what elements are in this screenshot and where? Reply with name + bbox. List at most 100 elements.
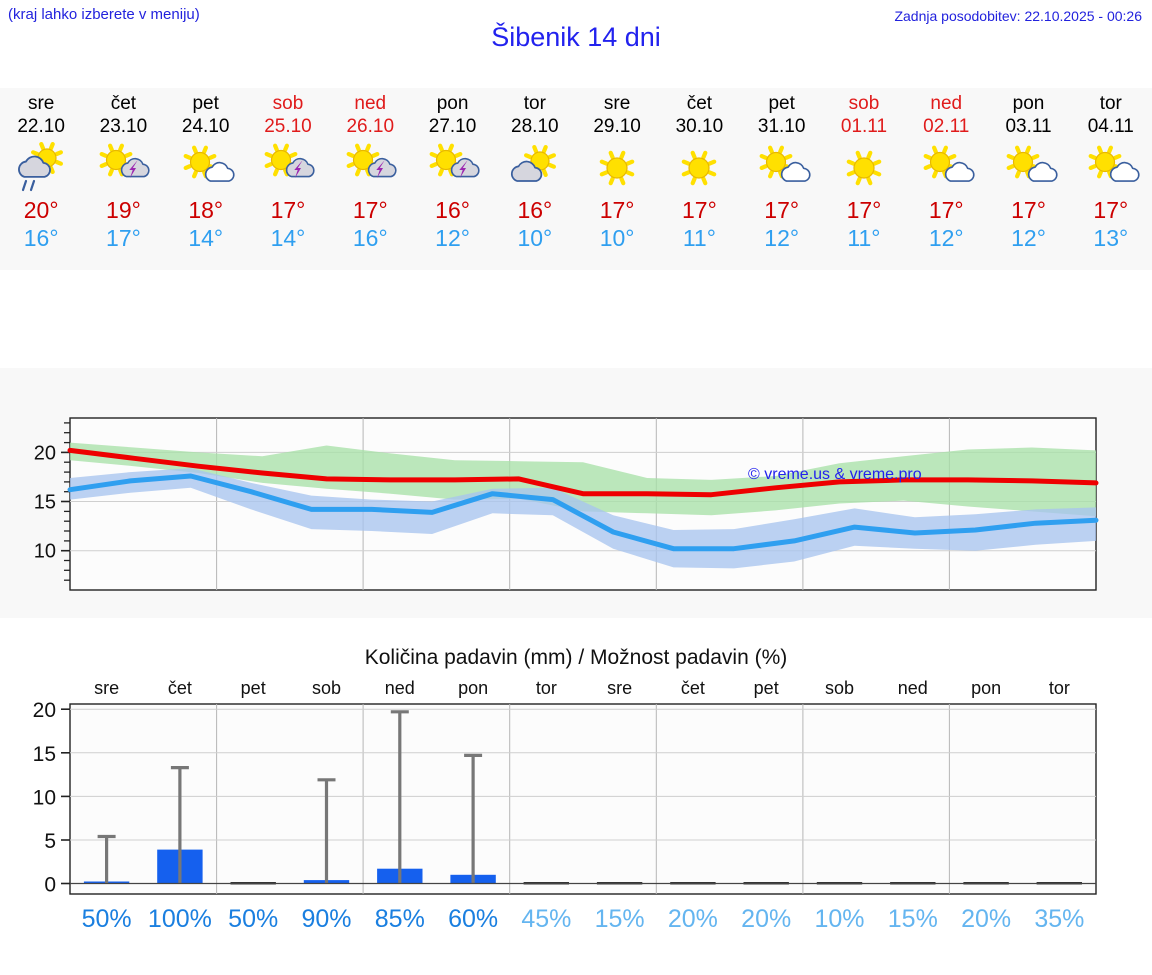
day-date-label: 29.10 — [593, 116, 641, 137]
svg-text:sre: sre — [94, 678, 119, 698]
day-of-week-label: sob — [848, 93, 880, 114]
svg-text:tor: tor — [536, 678, 557, 698]
max-temperature-label: 16° — [435, 197, 470, 223]
daily-forecast-strip: sre 22.10 20° 16° čet 23.10 19° 17° pet 24.10 1… — [0, 88, 1152, 270]
svg-text:ned: ned — [898, 678, 928, 698]
svg-text:tor: tor — [1049, 678, 1070, 698]
svg-text:20%: 20% — [741, 905, 791, 933]
max-temperature-label: 17° — [1093, 197, 1129, 223]
day-of-week-label: pet — [192, 93, 219, 114]
day-of-week-label: čet — [110, 93, 137, 114]
min-temperature-label: 17° — [106, 225, 141, 251]
day-column-01.11[interactable]: sob 01.11 17° 11° — [823, 88, 905, 270]
svg-text:pon: pon — [971, 678, 1001, 698]
last-updated-label: Zadnja posodobitev: 22.10.2025 - 00:26 — [894, 8, 1142, 24]
svg-text:100%: 100% — [148, 905, 212, 933]
cloud-sun-icon — [506, 140, 564, 196]
day-date-label: 26.10 — [346, 116, 395, 137]
day-date-label: 03.11 — [1005, 116, 1052, 137]
svg-text:10%: 10% — [814, 905, 864, 933]
max-temperature-label: 17° — [352, 197, 388, 223]
page-title: Šibenik 14 dni — [491, 22, 661, 52]
svg-text:pet: pet — [754, 678, 779, 698]
day-of-week-label: čet — [686, 93, 713, 114]
svg-text:10: 10 — [33, 786, 56, 809]
max-temperature-label: 18° — [188, 197, 224, 223]
day-column-04.11[interactable]: tor 04.11 17° 13° — [1070, 88, 1152, 270]
min-temperature-label: 10° — [599, 225, 635, 251]
min-temperature-label: 12° — [764, 225, 800, 251]
day-date-label: 04.11 — [1087, 116, 1134, 137]
day-date-label: 31.10 — [757, 116, 806, 137]
svg-text:pon: pon — [458, 678, 488, 698]
day-column-22.10[interactable]: sre 22.10 20° 16° — [0, 88, 82, 270]
svg-text:sob: sob — [312, 678, 341, 698]
day-column-29.10[interactable]: sre 29.10 17° 10° — [576, 88, 658, 270]
svg-text:35%: 35% — [1034, 905, 1084, 933]
min-temperature-label: 12° — [928, 225, 964, 251]
sun-icon — [588, 140, 646, 196]
svg-text:sob: sob — [825, 678, 854, 698]
svg-text:20: 20 — [34, 442, 56, 464]
svg-text:čet: čet — [681, 678, 705, 698]
day-of-week-label: tor — [523, 93, 546, 114]
min-temperature-label: 14° — [270, 225, 306, 251]
svg-text:15: 15 — [33, 743, 56, 766]
day-column-24.10[interactable]: pet 24.10 18° 14° — [165, 88, 247, 270]
day-date-label: 30.10 — [675, 116, 724, 137]
day-column-31.10[interactable]: pet 31.10 17° 12° — [741, 88, 823, 270]
max-temperature-label: 17° — [846, 197, 882, 223]
min-temperature-label: 13° — [1093, 225, 1129, 251]
max-temperature-label: 17° — [928, 197, 964, 223]
day-of-week-label: sre — [27, 93, 55, 114]
precipitation-chart-svg: sre čet pet sob ned pon tor sre čet pet sob ned pon t… — [33, 678, 1097, 933]
sun-cloud-icon — [1000, 140, 1058, 196]
max-temperature-label: 17° — [599, 197, 635, 223]
max-temperature-label: 17° — [270, 197, 306, 223]
svg-text:5: 5 — [44, 830, 56, 853]
min-temperature-label: 11° — [847, 225, 881, 251]
day-of-week-label: pon — [436, 93, 469, 114]
day-date-label: 28.10 — [511, 116, 559, 137]
precipitation-chart-panel: sre čet pet sob ned pon tor sre čet pet sob ned pon t… — [0, 672, 1152, 940]
day-date-label: 23.10 — [99, 116, 148, 137]
day-date-label: 25.10 — [264, 116, 312, 137]
day-column-25.10[interactable]: sob 25.10 17° 14° — [247, 88, 329, 270]
day-of-week-label: ned — [354, 93, 387, 114]
day-date-label: 22.10 — [17, 116, 65, 137]
svg-text:20: 20 — [33, 699, 56, 722]
sun-cloud-thunder-icon — [424, 140, 482, 196]
sun-cloud-icon — [917, 140, 975, 196]
day-column-30.10[interactable]: čet 30.10 17° 11° — [658, 88, 740, 270]
day-of-week-label: tor — [1099, 93, 1122, 114]
min-temperature-label: 10° — [517, 225, 553, 251]
sun-cloud-icon — [1082, 140, 1140, 196]
svg-text:sre: sre — [607, 678, 632, 698]
svg-text:čet: čet — [168, 678, 192, 698]
day-column-26.10[interactable]: ned 26.10 17° 16° — [329, 88, 411, 270]
menu-hint: (kraj lahko izberete v meniju) — [8, 6, 200, 23]
day-column-28.10[interactable]: tor 28.10 16° 10° — [494, 88, 576, 270]
day-date-label: 27.10 — [428, 116, 477, 137]
day-of-week-label: sob — [272, 93, 304, 114]
min-temperature-label: 12° — [1011, 225, 1046, 251]
day-of-week-label: pon — [1012, 93, 1045, 114]
day-column-03.11[interactable]: pon 03.11 17° 12° — [987, 88, 1069, 270]
day-of-week-label: pet — [768, 93, 795, 114]
min-temperature-label: 14° — [188, 225, 224, 251]
day-column-02.11[interactable]: ned 02.11 17° 12° — [905, 88, 987, 270]
svg-text:pet: pet — [241, 678, 266, 698]
day-date-label: 02.11 — [923, 116, 970, 137]
min-temperature-label: 16° — [352, 225, 388, 251]
sun-cloud-thunder-icon — [94, 140, 152, 196]
day-of-week-label: sre — [603, 93, 631, 114]
temperature-chart-panel: 10 15 20 — [0, 368, 1152, 618]
day-column-23.10[interactable]: čet 23.10 19° 17° — [82, 88, 164, 270]
svg-text:0: 0 — [44, 874, 56, 897]
day-column-27.10[interactable]: pon 27.10 16° 12° — [411, 88, 493, 270]
sun-cloud-icon — [177, 140, 235, 196]
sun-icon — [670, 140, 728, 196]
day-date-label: 01.11 — [840, 116, 888, 137]
temperature-chart-svg: 10 15 20 — [34, 417, 1099, 591]
max-temperature-label: 16° — [517, 197, 553, 223]
